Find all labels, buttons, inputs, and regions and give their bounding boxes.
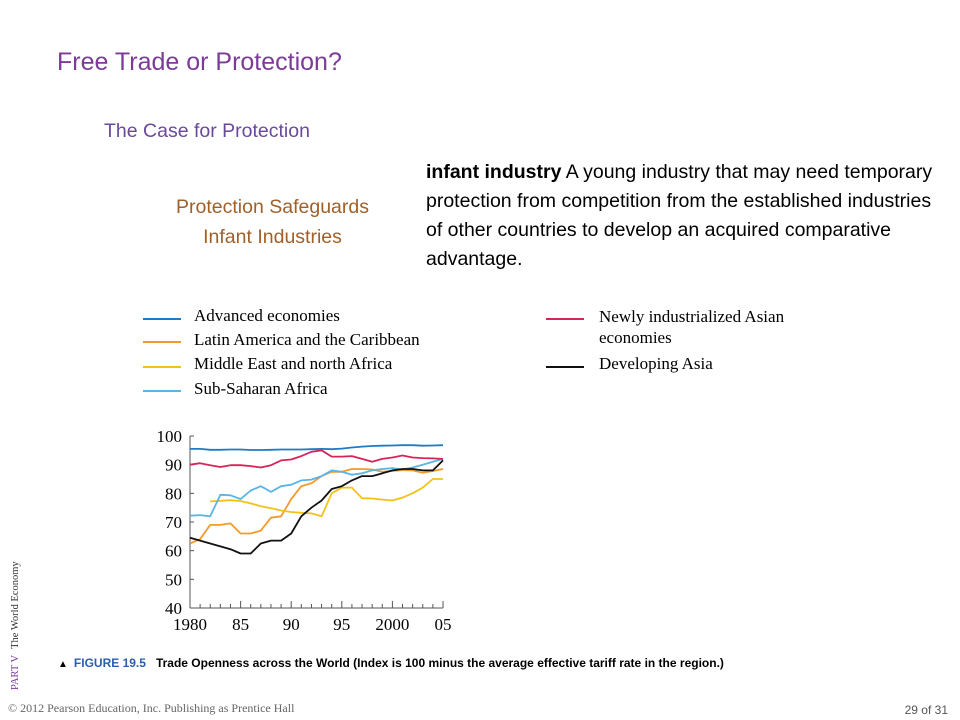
- series-line-middle-east-and-north-africa: [210, 478, 443, 518]
- definition-box: infant industry A young industry that ma…: [426, 158, 951, 274]
- legend-swatch-sub-saharan: [143, 390, 181, 392]
- x-tick-label: 85: [232, 615, 249, 634]
- legend-label-developing-asia: Developing Asia: [599, 354, 713, 373]
- legend-swatch-latin-america: [143, 341, 181, 343]
- figure-caption: ▲ FIGURE 19.5 Trade Openness across the Wo…: [58, 656, 724, 670]
- series-line-newly-industrialized-asian-economies: [189, 449, 444, 469]
- legend-label-nics: Newly industrialized Asian economies: [599, 307, 785, 347]
- chart-series: [189, 444, 444, 555]
- x-tick-label: 2000: [375, 615, 409, 634]
- part-number: PART V: [10, 654, 21, 690]
- legend-label-sub-saharan: Sub-Saharan Africa: [194, 379, 328, 398]
- side-heading: Protection Safeguards Infant Industries: [140, 192, 405, 252]
- y-tick-label: 90: [165, 456, 182, 475]
- series-line-sub-saharan-africa: [189, 458, 444, 518]
- part-label: PART V The World Economy: [10, 561, 21, 690]
- figure-caption-text: Trade Openness across the World (Index i…: [155, 656, 724, 670]
- y-tick-label: 60: [165, 542, 182, 561]
- series-line-latin-america-and-the-caribbean: [189, 468, 444, 545]
- x-tick-label: 1980: [173, 615, 207, 634]
- slide-title: Free Trade or Protection?: [57, 48, 342, 76]
- series-line-advanced-economies: [190, 444, 444, 451]
- y-tick-label: 100: [157, 427, 183, 446]
- part-name: The World Economy: [10, 561, 21, 649]
- legend-swatch-advanced: [143, 318, 181, 320]
- definition-text: A young industry that may need temporary…: [426, 161, 933, 270]
- legend-label-latin-america: Latin America and the Caribbean: [194, 330, 420, 349]
- page-number: 29 of 31: [904, 703, 948, 717]
- legend-swatch-nics: [546, 318, 584, 320]
- side-heading-line1: Protection Safeguards: [176, 196, 369, 218]
- chart-axes: 40 50 60 70 80 90 100 1980 85 90 95 2000 05: [157, 427, 452, 634]
- y-tick-label: 40: [165, 599, 182, 618]
- legend-swatch-developing-asia: [546, 366, 584, 368]
- definition-term: infant industry: [426, 161, 562, 183]
- x-tick-label: 90: [283, 615, 300, 634]
- slide-subtitle: The Case for Protection: [104, 120, 310, 142]
- legend-swatch-middle-east: [143, 366, 181, 368]
- y-tick-label: 70: [165, 513, 182, 532]
- x-tick-label: 05: [435, 615, 452, 634]
- side-heading-line2: Infant Industries: [203, 226, 342, 248]
- figure-label: FIGURE 19.5: [73, 656, 146, 670]
- x-tick-label: 95: [333, 615, 350, 634]
- copyright-notice: © 2012 Pearson Education, Inc. Publishin…: [8, 701, 295, 715]
- legend-label-advanced: Advanced economies: [194, 306, 340, 325]
- legend-label-middle-east: Middle East and north Africa: [194, 354, 393, 373]
- series-line-developing-asia: [189, 459, 444, 555]
- y-tick-label: 50: [165, 570, 182, 589]
- triangle-icon: ▲: [58, 659, 68, 670]
- trade-openness-chart: 40 50 60 70 80 90 100 1980 85 90 95 2000 05: [157, 427, 452, 634]
- y-tick-label: 80: [165, 484, 182, 503]
